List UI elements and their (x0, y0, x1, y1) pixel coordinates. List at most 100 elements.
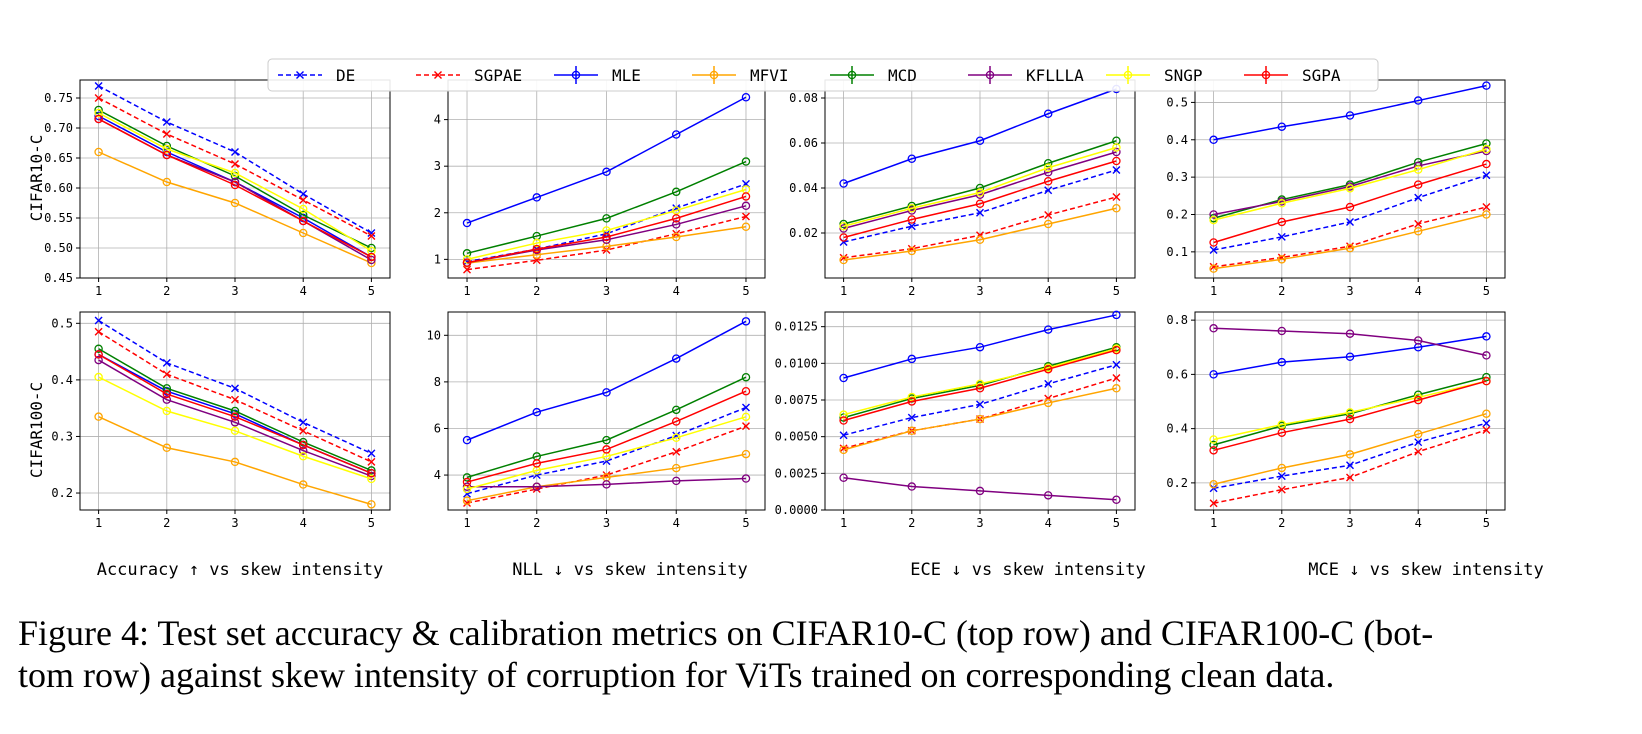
series-line (98, 376, 372, 480)
data-point (671, 232, 681, 242)
figure: 1 2 3 4 50.450.500.550.600.650.700.751 2 3 4 512… (27, 58, 1544, 580)
data-point (907, 413, 916, 422)
data-point (1482, 159, 1491, 169)
data-point (602, 388, 611, 397)
data-point (162, 358, 171, 367)
series-mfvi (94, 412, 376, 509)
data-point (839, 445, 848, 455)
data-point (1043, 163, 1053, 172)
y-tick-label: 0.5 (51, 316, 73, 330)
data-point (671, 187, 681, 197)
data-point (1112, 384, 1121, 393)
series-sgpa (462, 192, 751, 267)
y-tick-label: 0.4 (1166, 133, 1188, 147)
data-point (1112, 374, 1121, 382)
data-point (839, 431, 848, 440)
data-point (975, 136, 985, 145)
data-point (1209, 210, 1218, 219)
data-point (1345, 111, 1355, 120)
series-line (843, 140, 1117, 225)
y-tick-label: 0.45 (44, 271, 73, 285)
data-point (367, 246, 376, 256)
y-tick-label: 0.3 (1166, 170, 1188, 184)
data-point (231, 384, 239, 393)
series-de (839, 360, 1121, 440)
data-point (602, 226, 611, 235)
data-point (1345, 352, 1355, 362)
col-label-ece: ECE ↓ vs skew intensity (910, 560, 1145, 580)
series-line (466, 406, 747, 495)
data-point (975, 414, 985, 424)
series-sgpae (1209, 425, 1491, 508)
data-point (741, 403, 750, 412)
x-tick-label: 2 (163, 516, 170, 530)
col-label-nll: NLL ↓ vs skew intensity (512, 560, 747, 580)
data-point (1209, 499, 1218, 508)
data-point (162, 370, 171, 379)
series-kfllla (1209, 324, 1491, 360)
data-point (231, 395, 239, 404)
data-point (1277, 485, 1286, 494)
data-point (975, 342, 985, 352)
data-point (1209, 238, 1218, 247)
data-point (1482, 332, 1491, 341)
series-line (466, 320, 747, 441)
data-point (299, 426, 308, 435)
data-point (1209, 370, 1218, 379)
y-tick-label: 0.75 (44, 91, 73, 105)
legend-entry-mle: MLE (554, 66, 641, 85)
data-point (1414, 447, 1423, 456)
data-point (298, 216, 308, 226)
series-kfllla (462, 474, 751, 491)
legend-entry-sgpa: SGPA (1244, 66, 1341, 85)
data-point (162, 118, 171, 126)
data-point (1482, 419, 1491, 428)
y-tick-label: 0.60 (44, 181, 73, 195)
legend-entry-kfllla: KFLLLA (968, 66, 1084, 85)
data-point (975, 486, 985, 496)
data-point (671, 354, 681, 363)
data-point (671, 405, 681, 415)
legend-marker (296, 71, 304, 79)
series-line (1213, 376, 1487, 446)
x-tick-label: 1 (95, 516, 102, 530)
x-tick-label: 2 (1278, 284, 1285, 298)
data-point (1413, 96, 1423, 105)
data-point (1413, 336, 1423, 345)
data-point (231, 148, 239, 156)
data-point (1043, 109, 1053, 119)
data-point (1482, 425, 1491, 434)
data-point (367, 500, 376, 509)
x-tick-label: 5 (742, 516, 749, 530)
data-point (741, 222, 751, 232)
series-mcd (94, 344, 376, 475)
series-de (94, 82, 376, 237)
data-point (1043, 219, 1053, 229)
data-point (1482, 409, 1491, 418)
data-point (299, 418, 308, 427)
data-point (367, 232, 376, 240)
data-point (839, 179, 848, 188)
y-tick-label: 4 (434, 113, 441, 127)
data-point (367, 466, 376, 475)
data-point (1209, 435, 1218, 444)
data-point (1277, 255, 1287, 264)
data-point (741, 422, 750, 431)
y-tick-label: 0.06 (789, 136, 818, 150)
y-tick-label: 0.2 (1166, 207, 1188, 221)
y-tick-label: 0.65 (44, 151, 73, 165)
data-point (1482, 372, 1491, 382)
series-line (1213, 380, 1487, 441)
data-point (1209, 245, 1218, 254)
series-line (843, 314, 1117, 379)
row-label-cifar100: CIFAR100-C (27, 382, 46, 478)
data-point (462, 482, 472, 491)
series-sgpa (1209, 376, 1491, 455)
data-point (907, 203, 917, 213)
panel-cifar10-ece: 1 2 3 4 5 0.02 0.04 0.06 0.08 (789, 79, 1136, 298)
y-tick-label: 0.5 (1166, 95, 1188, 109)
data-point (230, 180, 240, 190)
data-point (1043, 325, 1053, 334)
data-point (1112, 203, 1121, 213)
x-tick-label: 2 (533, 284, 540, 298)
